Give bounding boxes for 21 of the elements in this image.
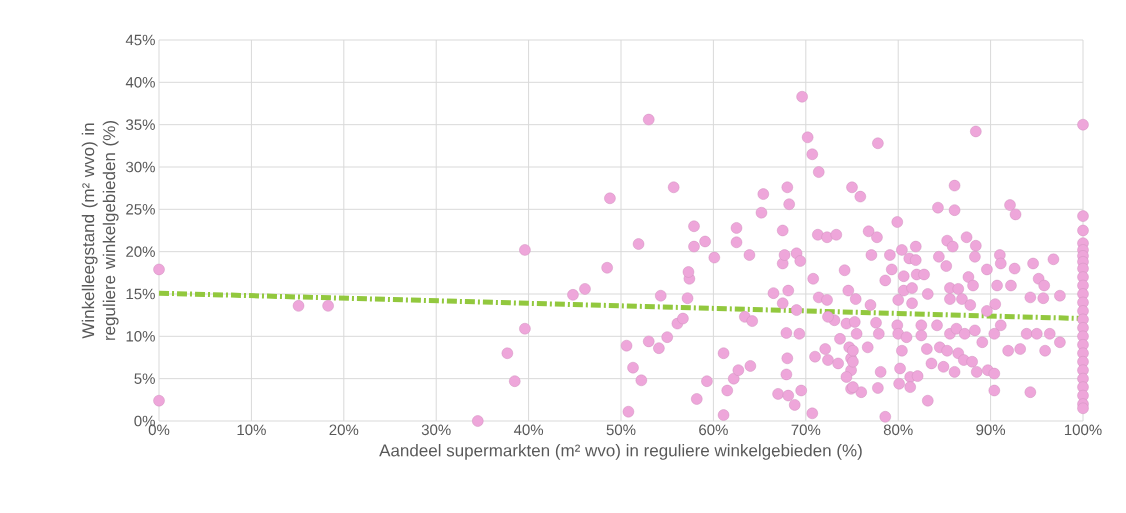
y-tick-label: 30%	[126, 161, 155, 173]
x-tick-label: 40%	[513, 424, 544, 436]
x-tick-label: 80%	[883, 424, 913, 436]
y-axis-title: Winkelleegstand (m² wvo) in reguliere winkelgebieden (%)	[81, 121, 119, 340]
y-tick-label: 15%	[126, 288, 155, 300]
x-tick-label: 100%	[1064, 424, 1102, 436]
y-tick-label: 40%	[125, 77, 155, 88]
y-tick-label: 45%	[125, 34, 155, 46]
y-tick-label: 35%	[126, 119, 155, 130]
y-tick-label: 20%	[126, 246, 155, 257]
x-tick-label: 30%	[421, 424, 451, 436]
x-tick-label: 60%	[699, 424, 728, 436]
y-tick-label: 5%	[134, 373, 155, 384]
x-tick-label: 70%	[791, 424, 821, 436]
x-tick-label: 20%	[329, 424, 359, 436]
x-tick-label: 90%	[976, 424, 1006, 436]
y-tick-label: 25%	[126, 204, 155, 215]
x-tick-label: 10%	[237, 424, 266, 436]
x-axis-title: Aandeel supermarkten (m² wvo) in reguliere winkelgebieden (%)	[379, 444, 862, 460]
y-tick-label: 10%	[126, 331, 155, 342]
x-tick-label: 50%	[606, 424, 636, 436]
